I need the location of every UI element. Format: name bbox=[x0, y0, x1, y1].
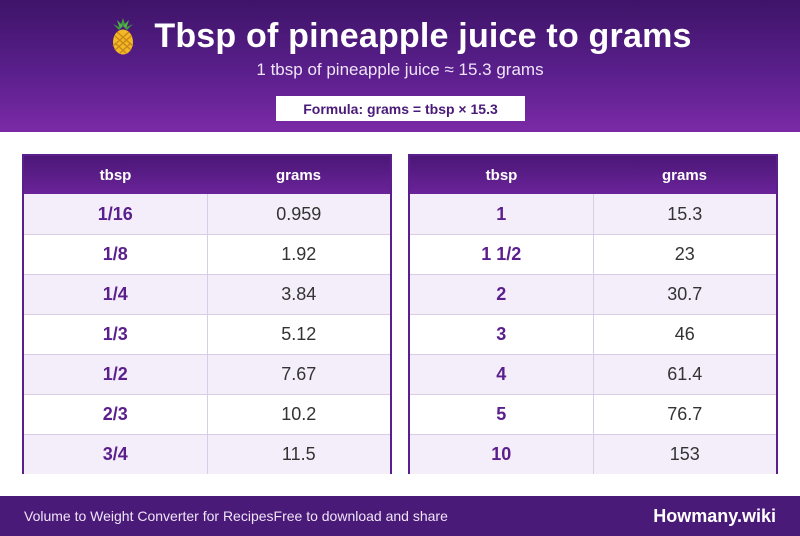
subtitle: 1 tbsp of pineapple juice ≈ 15.3 grams bbox=[256, 60, 544, 79]
table-row: 1/8 1.92 bbox=[24, 234, 390, 274]
tbsp-cell: 1/8 bbox=[24, 235, 208, 274]
table-row: 5 76.7 bbox=[410, 394, 776, 434]
tbsp-cell: 4 bbox=[410, 355, 594, 394]
grams-cell: 46 bbox=[674, 324, 695, 344]
table-row: 4 61.4 bbox=[410, 354, 776, 394]
table-row: 3 46 bbox=[410, 314, 776, 354]
tbsp-cell: 2 bbox=[410, 275, 594, 314]
tbsp-cell: 3/4 bbox=[24, 435, 208, 474]
column-header-grams: grams bbox=[661, 166, 708, 184]
conversion-table-right: tbsp grams 1 15.3 1 1/2 23 2 30.7 3 46 4… bbox=[408, 154, 778, 474]
tbsp-cell: 1 1/2 bbox=[410, 235, 594, 274]
table-row: 1/3 5.12 bbox=[24, 314, 390, 354]
grams-cell: 7.67 bbox=[281, 364, 317, 384]
tbsp-cell: 3 bbox=[410, 315, 594, 354]
table-row: 1/16 0.959 bbox=[24, 194, 390, 234]
grams-cell: 153 bbox=[669, 444, 700, 464]
grams-cell: 5.12 bbox=[281, 324, 317, 344]
page-title: Tbsp of pineapple juice to grams bbox=[154, 16, 692, 55]
grams-cell: 30.7 bbox=[667, 284, 703, 304]
formula-badge: Formula: grams = tbsp × 15.3 bbox=[276, 96, 525, 121]
table-row: 2 30.7 bbox=[410, 274, 776, 314]
tbsp-cell: 1/2 bbox=[24, 355, 208, 394]
table-body: 1 15.3 1 1/2 23 2 30.7 3 46 4 61.4 5 76.… bbox=[410, 194, 776, 474]
table-row: 10 153 bbox=[410, 434, 776, 474]
table-row: 1 15.3 bbox=[410, 194, 776, 234]
table-row: 1 1/2 23 bbox=[410, 234, 776, 274]
tbsp-cell: 5 bbox=[410, 395, 594, 434]
table-row: 3/4 11.5 bbox=[24, 434, 390, 474]
conversion-table-left: tbsp grams 1/16 0.959 1/8 1.92 1/4 3.84 … bbox=[22, 154, 392, 474]
grams-cell: 1.92 bbox=[281, 244, 317, 264]
table-row: 2/3 10.2 bbox=[24, 394, 390, 434]
site-brand-link[interactable]: Howmany.wiki bbox=[653, 505, 776, 526]
header-banner: Tbsp of pineapple juice to grams 1 tbsp … bbox=[0, 0, 800, 132]
title-row: Tbsp of pineapple juice to grams bbox=[0, 14, 800, 58]
table-row: 1/4 3.84 bbox=[24, 274, 390, 314]
footer-bar: Volume to Weight Converter for Recipes F… bbox=[0, 496, 800, 536]
table-header: tbsp grams bbox=[24, 156, 390, 194]
tbsp-cell: 1/4 bbox=[24, 275, 208, 314]
column-header-tbsp: tbsp bbox=[485, 166, 518, 184]
footer-converter-text: Volume to Weight Converter for Recipes bbox=[24, 508, 274, 524]
grams-cell: 76.7 bbox=[667, 404, 703, 424]
pineapple-icon bbox=[108, 16, 138, 56]
tbsp-cell: 1/3 bbox=[24, 315, 208, 354]
tbsp-cell: 10 bbox=[410, 435, 594, 474]
grams-cell: 61.4 bbox=[667, 364, 703, 384]
grams-cell: 23 bbox=[674, 244, 695, 264]
grams-cell: 11.5 bbox=[281, 444, 316, 464]
table-row: 1/2 7.67 bbox=[24, 354, 390, 394]
grams-cell: 15.3 bbox=[667, 203, 703, 224]
grams-cell: 3.84 bbox=[281, 284, 317, 304]
grams-cell: 10.2 bbox=[281, 404, 317, 424]
grams-cell: 0.959 bbox=[276, 203, 322, 224]
tbsp-cell: 2/3 bbox=[24, 395, 208, 434]
table-body: 1/16 0.959 1/8 1.92 1/4 3.84 1/3 5.12 1/… bbox=[24, 194, 390, 474]
column-header-grams: grams bbox=[275, 166, 322, 184]
table-header: tbsp grams bbox=[410, 156, 776, 194]
column-header-tbsp: tbsp bbox=[99, 166, 132, 184]
tbsp-cell: 1/16 bbox=[24, 194, 208, 234]
tbsp-cell: 1 bbox=[410, 194, 594, 234]
footer-share-text: Free to download and share bbox=[273, 508, 448, 524]
